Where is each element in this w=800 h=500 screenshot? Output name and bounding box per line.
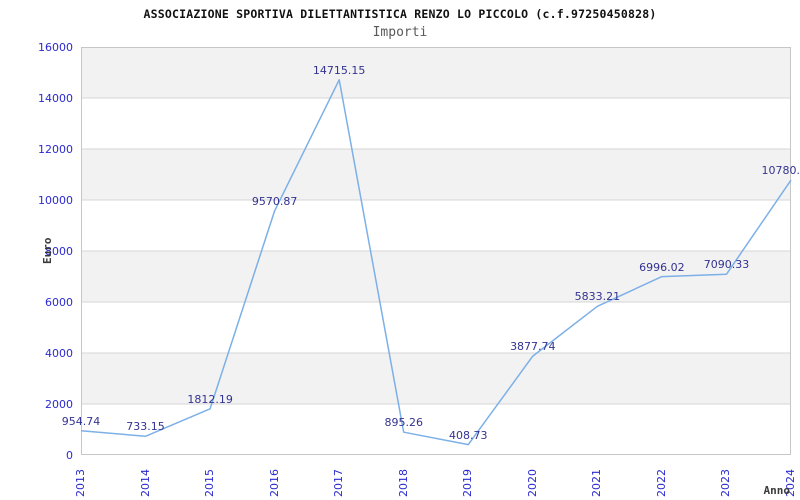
x-tick-label: 2022 [654,469,668,497]
y-tick-label: 6000 [45,295,73,309]
x-tick-label: 2018 [396,469,410,497]
chart-title: ASSOCIAZIONE SPORTIVA DILETTANTISTICA RE… [143,7,657,21]
grid-band [81,353,791,404]
series-line [80,79,792,446]
x-tick-label: 2019 [461,469,475,497]
value-label: 14715.15 [312,63,366,77]
y-tick-label: 2000 [45,397,73,411]
value-label: 1812.19 [187,392,233,406]
value-label: 733.15 [126,420,165,434]
x-axis-title: Anno [763,484,791,497]
value-label: 9570.87 [251,194,298,208]
value-label: 5833.21 [574,290,621,304]
y-tick-label: 4000 [45,346,73,360]
value-label: 6996.02 [639,260,685,274]
grid-band [81,47,791,98]
y-tick-label: 8000 [45,244,73,258]
value-label: 10780. [761,164,800,178]
x-tick-label: 2020 [525,469,539,497]
y-tick-label: 12000 [38,142,73,156]
x-tick-label: 2013 [74,469,87,497]
y-tick-label: 0 [66,448,73,462]
plot-border [81,47,791,455]
x-tick-label: 2023 [719,469,733,497]
x-tick-label: 2014 [138,469,152,497]
value-label: 408.73 [449,428,488,442]
y-axis-title: Euro [41,237,54,265]
value-label: 7090.33 [703,258,750,272]
chart-subtitle: Importi [372,25,428,40]
value-label: 954.74 [61,414,101,428]
grid-band [81,149,791,200]
y-tick-label: 16000 [38,40,73,54]
value-label: 3877.74 [510,340,556,354]
y-tick-label: 10000 [38,193,73,207]
x-tick-label: 2016 [267,469,281,497]
x-tick-label: 2017 [332,469,346,497]
x-tick-label: 2021 [590,469,604,497]
y-tick-label: 14000 [38,91,73,105]
value-label: 895.26 [384,416,423,430]
x-tick-label: 2015 [203,469,217,497]
